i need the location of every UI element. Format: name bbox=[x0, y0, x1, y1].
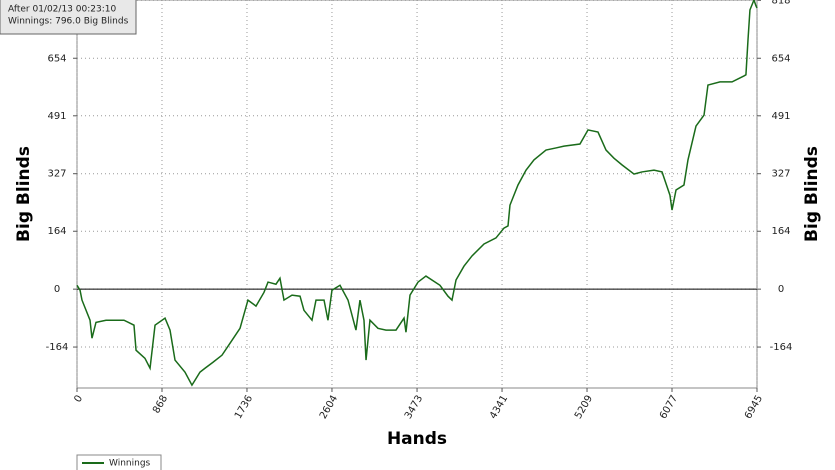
y2-tick-label: -164 bbox=[770, 342, 793, 353]
y2-tick-label: 654 bbox=[771, 53, 790, 64]
y-tick-label: 491 bbox=[47, 111, 66, 122]
y2-tick-label: 164 bbox=[771, 226, 790, 237]
y-tick-label: 327 bbox=[47, 169, 66, 180]
y2-tick-label: 491 bbox=[771, 111, 790, 122]
tooltip: Filter: No Filter After 01/02/13 00:23:10… bbox=[0, 0, 137, 35]
legend-box bbox=[76, 454, 162, 470]
line-series bbox=[76, 0, 758, 387]
tooltip-line: After 01/02/13 00:23:10 bbox=[8, 5, 116, 15]
y2-tick-label: 327 bbox=[771, 169, 790, 180]
y-tick-label: 0 bbox=[54, 284, 60, 295]
legend-label: Winnings bbox=[109, 459, 151, 469]
y2-tick-label: 0 bbox=[778, 284, 784, 295]
x-axis-title: Hands bbox=[387, 429, 447, 449]
x-tick-label: 0 bbox=[72, 394, 85, 405]
y2-tick-label: 818 bbox=[771, 0, 790, 6]
y-tick-label: 654 bbox=[47, 53, 66, 64]
y-tick-label: -164 bbox=[46, 342, 69, 353]
y-axis-title: Big Blinds bbox=[14, 146, 34, 242]
tooltip-box bbox=[0, 0, 137, 35]
tooltip-line: Filter: No Filter bbox=[8, 0, 74, 3]
y2-axis-title: Big Blinds bbox=[802, 146, 822, 242]
tooltip-line: Winnings: 796.0 Big Blinds bbox=[8, 17, 129, 27]
y-tick-label: 164 bbox=[47, 226, 66, 237]
